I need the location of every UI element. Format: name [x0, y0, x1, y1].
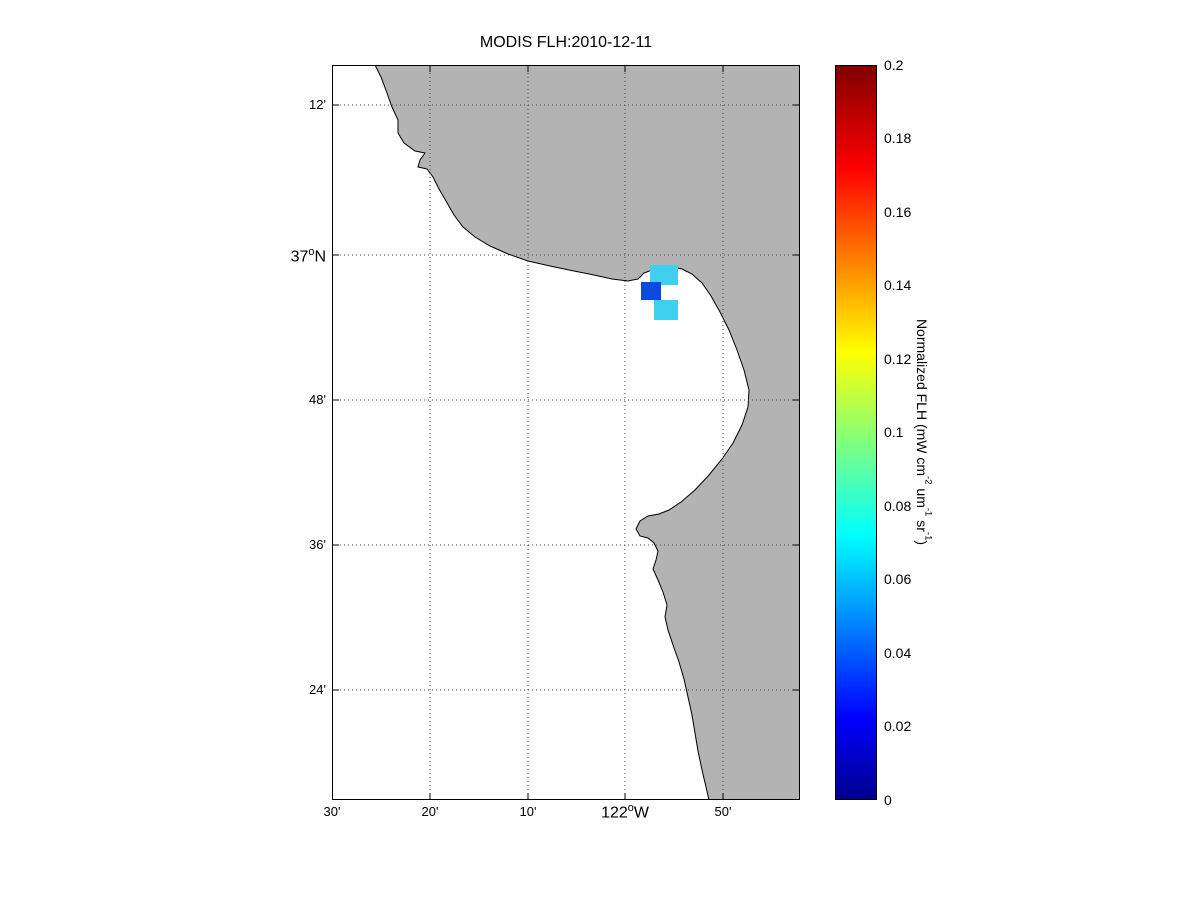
colorbar-axis-label: Normalized FLH (mW cm-2 um-1 sr-1) [914, 318, 934, 546]
chart-title: MODIS FLH:2010-12-11 [479, 34, 653, 51]
cbar-tick-0.02: 0.02 [884, 718, 912, 734]
cbar-tick-0.04: 0.04 [884, 645, 912, 661]
cbar-tick-0.06: 0.06 [884, 571, 912, 587]
plot-border [332, 65, 800, 800]
x-tick-10min: 10' [519, 804, 537, 819]
y-tick-48min: 48' [309, 392, 326, 407]
flh-pixel-cyan-lower [654, 300, 678, 320]
coastline-land [374, 65, 800, 800]
x-tick-122W: 122oW [601, 802, 649, 822]
x-tick-30min: 30' [323, 804, 341, 819]
flh-pixel-cyan-upper [650, 265, 678, 285]
axis-tick-marks [332, 65, 800, 800]
map-plot [332, 65, 800, 800]
cbar-tick-0.14: 0.14 [884, 277, 912, 293]
cbar-tick-0.08: 0.08 [884, 498, 912, 514]
cbar-tick-0.12: 0.12 [884, 351, 912, 367]
cbar-tick-0.16: 0.16 [884, 204, 912, 220]
y-tick-36min: 36' [309, 537, 326, 552]
cbar-tick-0.20: 0.2 [884, 57, 904, 73]
cbar-tick-0.18: 0.18 [884, 130, 912, 146]
grid-lines [332, 65, 800, 800]
x-tick-20min: 20' [421, 804, 439, 819]
flh-pixel-blue [641, 282, 661, 300]
colorbar-gradient [835, 65, 877, 800]
cbar-tick-0.10: 0.1 [884, 424, 904, 440]
y-tick-24min: 24' [309, 682, 326, 697]
y-tick-12min: 12' [309, 97, 326, 112]
cbar-tick-0.00: 0 [884, 792, 892, 808]
y-tick-37N: 37oN [290, 246, 326, 266]
flh-data-pixels [641, 265, 678, 320]
x-tick-50min: 50' [714, 804, 732, 819]
